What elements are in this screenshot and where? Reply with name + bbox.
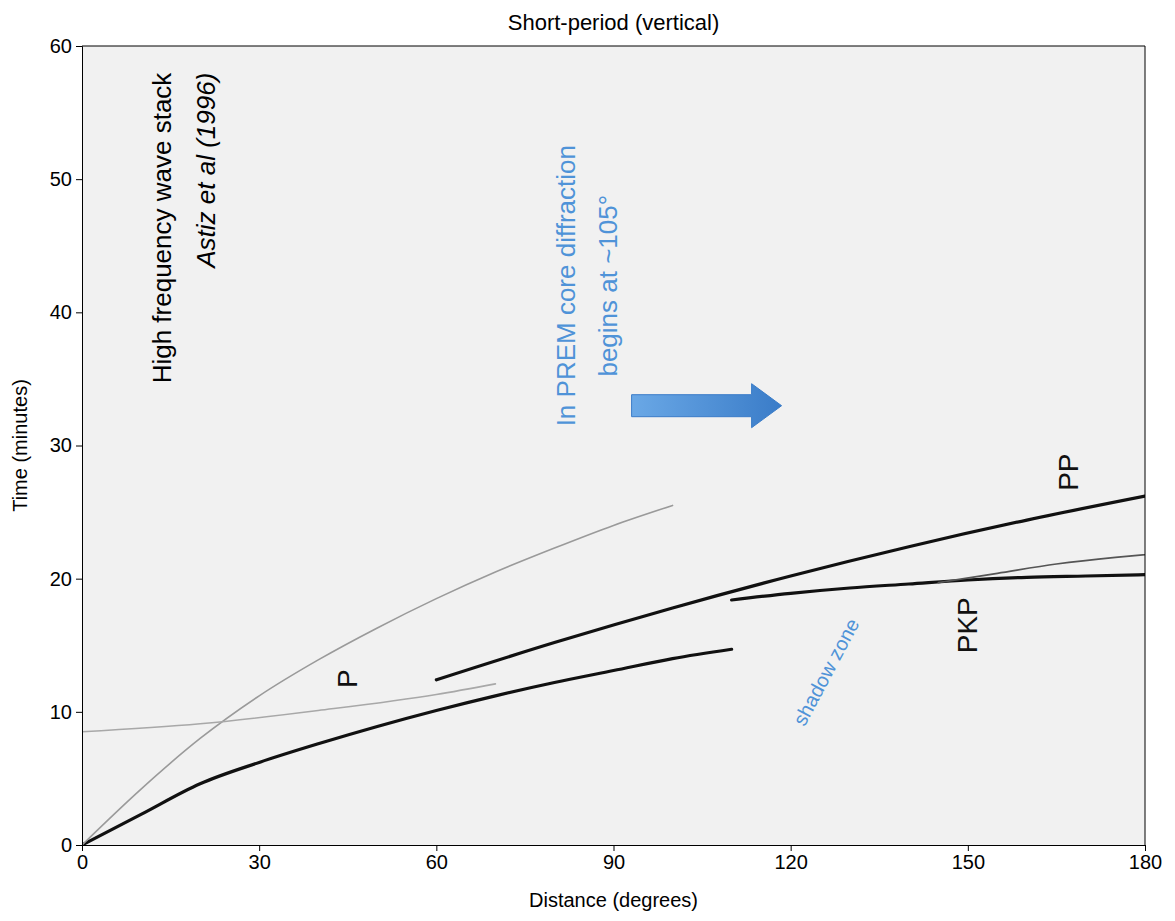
y-tick-mark <box>76 46 82 47</box>
travel-time-curve <box>82 505 673 845</box>
x-tick-mark <box>1145 845 1146 851</box>
y-tick-mark <box>76 446 82 447</box>
x-tick-mark <box>436 845 437 851</box>
y-tick-label: 0 <box>61 834 72 856</box>
x-tick: 180 <box>1129 845 1162 873</box>
x-tick-label: 150 <box>952 851 985 873</box>
y-tick-label: 60 <box>50 35 72 57</box>
curves <box>82 496 1145 845</box>
y-axis: 0 10 20 30 40 50 60 <box>50 35 83 856</box>
y-tick: 50 <box>50 168 82 190</box>
y-axis-title: Time (minutes) <box>9 379 31 512</box>
y-tick: 10 <box>50 701 82 723</box>
y-tick: 0 <box>61 834 82 856</box>
y-tick-mark <box>76 179 82 180</box>
y-tick-mark <box>76 712 82 713</box>
y-tick-mark <box>76 845 82 846</box>
y-tick-label: 20 <box>50 568 72 590</box>
phase-label: PP <box>1053 453 1084 490</box>
x-tick-label: 120 <box>774 851 807 873</box>
x-tick-mark <box>259 845 260 851</box>
x-tick: 30 <box>249 845 271 873</box>
frame-top <box>82 46 1145 47</box>
x-tick-label: 30 <box>249 851 271 873</box>
plot-background <box>82 46 1145 845</box>
annotation: begins at ~105° <box>593 195 623 377</box>
x-tick-label: 60 <box>426 851 448 873</box>
x-tick: 150 <box>952 845 985 873</box>
x-tick-mark <box>791 845 792 851</box>
y-tick-mark <box>76 312 82 313</box>
y-tick: 60 <box>50 35 82 57</box>
y-tick-mark <box>76 579 82 580</box>
chart-svg: 03060901201501800102030405060PPPPKPHigh … <box>0 0 1175 921</box>
x-axis: 0 30 60 90 120 150 180 <box>77 845 1162 873</box>
x-axis-line <box>83 846 1146 852</box>
y-tick-label: 40 <box>50 301 72 323</box>
y-tick: 40 <box>50 301 82 323</box>
plot-root: 03060901201501800102030405060PPPPKPHigh … <box>50 35 1162 873</box>
travel-time-curve <box>732 575 1145 600</box>
y-tick-label: 30 <box>50 434 72 456</box>
annotation: shadow zone <box>789 615 864 729</box>
x-tick-label: 90 <box>603 851 625 873</box>
phase-label: P <box>332 669 363 688</box>
annotation: Astiz et al (1996) <box>191 73 221 270</box>
x-tick-label: 180 <box>1129 851 1162 873</box>
y-tick-label: 50 <box>50 168 72 190</box>
annotation: In PREM core diffraction <box>551 145 581 426</box>
y-tick: 20 <box>50 568 82 590</box>
frame-right <box>1145 46 1146 845</box>
chart-title: Short-period (vertical) <box>508 10 720 35</box>
x-tick: 60 <box>426 845 448 873</box>
travel-time-curve <box>82 684 495 732</box>
y-tick: 30 <box>50 434 82 456</box>
travel-time-curve <box>82 649 732 845</box>
x-tick: 0 <box>77 845 88 873</box>
arrow <box>632 384 782 428</box>
x-axis-title: Distance (degrees) <box>529 889 698 911</box>
y-tick-label: 10 <box>50 701 72 723</box>
travel-time-curve <box>436 496 1145 680</box>
travel-time-curve <box>938 555 1145 583</box>
x-tick: 90 <box>603 845 625 873</box>
annotation: High frequency wave stack <box>147 72 177 384</box>
x-tick: 120 <box>774 845 807 873</box>
x-tick-label: 0 <box>77 851 88 873</box>
x-tick-mark <box>968 845 969 851</box>
phase-label: PKP <box>952 597 983 653</box>
x-tick-mark <box>614 845 615 851</box>
y-axis-line <box>76 47 83 846</box>
